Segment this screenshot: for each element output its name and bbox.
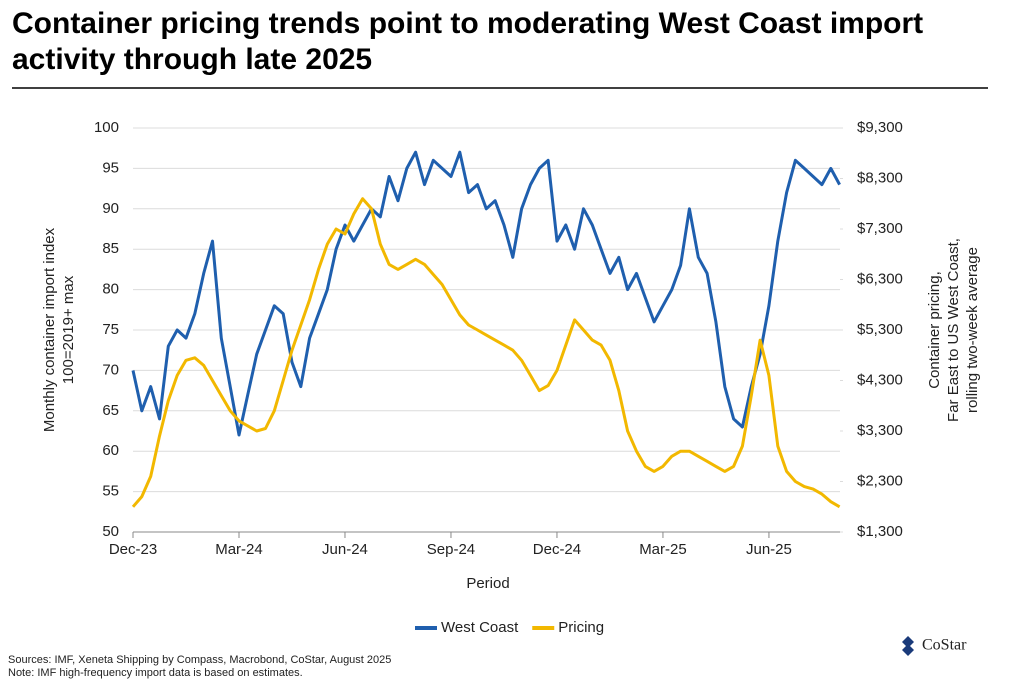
series-line xyxy=(131,197,841,509)
y-tick-label: 70 xyxy=(102,361,119,378)
y-tick-label: 80 xyxy=(102,281,119,298)
y2-tick-label: $2,300 xyxy=(857,472,903,489)
source: Sources: IMF, Xeneta Shipping by Compass… xyxy=(8,654,391,666)
x-tick-label: Dec-23 xyxy=(109,541,157,558)
y-tick-label: 60 xyxy=(102,442,119,459)
y2-tick-label: $5,300 xyxy=(857,321,903,338)
legend-label: West Coast xyxy=(441,619,519,636)
legend-label: Pricing xyxy=(558,619,604,636)
x-tick-label: Dec-24 xyxy=(533,541,581,558)
y-tick-label: 50 xyxy=(102,523,119,540)
y-tick-label: 55 xyxy=(102,483,119,500)
logo-mark xyxy=(902,636,914,648)
y2-tick-label: $4,300 xyxy=(857,371,903,388)
y-tick-label: 90 xyxy=(102,200,119,217)
y2-tick-label: $1,300 xyxy=(857,523,903,540)
x-tick-label: Sep-24 xyxy=(427,541,475,558)
chart-title: Container pricing trends point to modera… xyxy=(12,7,924,76)
y-tick-label: 65 xyxy=(102,402,119,419)
y-tick-label: 95 xyxy=(102,159,119,176)
y2-axis-label: Container pricing, Far East to US West C… xyxy=(926,238,981,422)
y-tick-label: 85 xyxy=(102,240,119,257)
y2-axis-label-line: Container pricing, xyxy=(926,271,943,389)
y2-axis-label-line: rolling two-week average xyxy=(964,247,981,413)
note: Note: IMF high-frequency import data is … xyxy=(8,667,303,679)
logo: CoStar xyxy=(902,636,967,656)
x-tick-label: Mar-25 xyxy=(639,541,687,558)
logo-mark xyxy=(902,644,914,656)
logo-text: CoStar xyxy=(922,637,967,654)
y-axis-label-line: 100=2019+ max xyxy=(60,275,77,384)
y-axis-label-line: Monthly container import index xyxy=(41,227,58,432)
y2-tick-label: $3,300 xyxy=(857,422,903,439)
x-tick-label: Jun-24 xyxy=(322,541,368,558)
x-axis-label: Period xyxy=(466,575,509,592)
y-tick-label: 100 xyxy=(94,119,119,136)
x-tick-label: Jun-25 xyxy=(746,541,792,558)
y-tick-label: 75 xyxy=(102,321,119,338)
y-axis-label: Monthly container import index 100=2019+… xyxy=(41,227,77,432)
x-tick-label: Mar-24 xyxy=(215,541,263,558)
y2-axis-label-line: Far East to US West Coast, xyxy=(945,238,962,422)
y2-tick-label: $9,300 xyxy=(857,119,903,136)
y2-tick-label: $6,300 xyxy=(857,270,903,287)
y2-tick-label: $7,300 xyxy=(857,220,903,237)
series-line xyxy=(131,150,841,437)
y2-tick-label: $8,300 xyxy=(857,169,903,186)
